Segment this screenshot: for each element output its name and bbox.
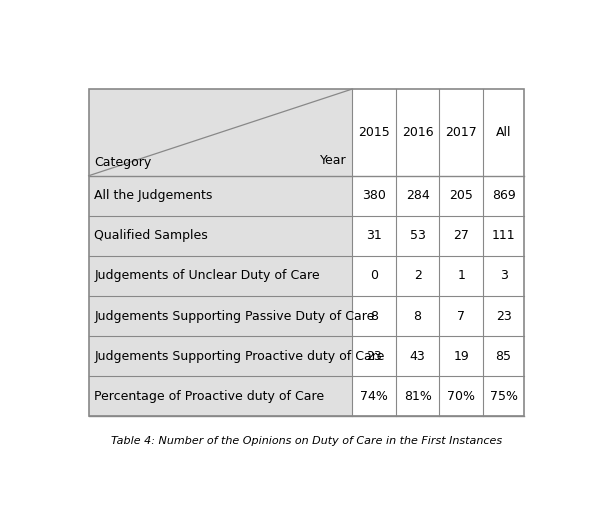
Text: 205: 205 bbox=[449, 189, 473, 202]
Text: Judgements of Unclear Duty of Care: Judgements of Unclear Duty of Care bbox=[94, 269, 320, 283]
Text: 2017: 2017 bbox=[446, 126, 477, 139]
Bar bbox=[89, 336, 352, 376]
Text: 1: 1 bbox=[457, 269, 465, 283]
Text: 53: 53 bbox=[410, 229, 426, 242]
Text: 70%: 70% bbox=[447, 390, 475, 403]
Text: 869: 869 bbox=[492, 189, 515, 202]
Bar bbox=[89, 89, 524, 416]
Text: 31: 31 bbox=[366, 229, 382, 242]
Bar bbox=[396, 296, 440, 336]
Text: 19: 19 bbox=[453, 350, 469, 362]
Bar bbox=[352, 176, 396, 216]
Text: 81%: 81% bbox=[404, 390, 432, 403]
Bar bbox=[352, 376, 396, 416]
Bar bbox=[89, 376, 352, 416]
Bar bbox=[89, 216, 352, 256]
Bar bbox=[440, 376, 483, 416]
Text: All the Judgements: All the Judgements bbox=[94, 189, 213, 202]
Text: Qualified Samples: Qualified Samples bbox=[94, 229, 208, 242]
Text: 2: 2 bbox=[414, 269, 422, 283]
Text: 8: 8 bbox=[414, 310, 422, 323]
Bar bbox=[89, 176, 352, 216]
Bar bbox=[396, 256, 440, 296]
Bar bbox=[440, 216, 483, 256]
Text: 0: 0 bbox=[370, 269, 378, 283]
Text: All: All bbox=[496, 126, 511, 139]
Text: Category: Category bbox=[94, 156, 151, 168]
Text: 2015: 2015 bbox=[358, 126, 390, 139]
Text: 7: 7 bbox=[457, 310, 465, 323]
Text: Table 4: Number of the Opinions on Duty of Care in the First Instances: Table 4: Number of the Opinions on Duty … bbox=[111, 436, 502, 446]
Bar bbox=[440, 296, 483, 336]
Bar bbox=[89, 296, 352, 336]
Text: 2016: 2016 bbox=[402, 126, 434, 139]
Bar bbox=[352, 296, 396, 336]
Bar bbox=[483, 256, 524, 296]
Text: Year: Year bbox=[320, 154, 347, 167]
Bar bbox=[483, 376, 524, 416]
Bar bbox=[440, 89, 483, 176]
Bar bbox=[352, 89, 396, 176]
Text: 74%: 74% bbox=[360, 390, 388, 403]
Text: 27: 27 bbox=[453, 229, 469, 242]
Bar bbox=[483, 296, 524, 336]
Text: 8: 8 bbox=[370, 310, 378, 323]
Bar bbox=[396, 216, 440, 256]
Text: 3: 3 bbox=[500, 269, 508, 283]
Bar bbox=[440, 176, 483, 216]
Text: 23: 23 bbox=[496, 310, 511, 323]
Bar bbox=[396, 376, 440, 416]
Bar bbox=[440, 336, 483, 376]
Bar bbox=[396, 89, 440, 176]
Text: Percentage of Proactive duty of Care: Percentage of Proactive duty of Care bbox=[94, 390, 324, 403]
Text: 75%: 75% bbox=[490, 390, 518, 403]
Text: 284: 284 bbox=[405, 189, 429, 202]
Bar bbox=[352, 256, 396, 296]
Text: 85: 85 bbox=[496, 350, 512, 362]
Bar bbox=[483, 216, 524, 256]
Text: 380: 380 bbox=[362, 189, 386, 202]
Bar bbox=[89, 89, 524, 176]
Text: 43: 43 bbox=[410, 350, 425, 362]
Text: 111: 111 bbox=[492, 229, 515, 242]
Bar bbox=[483, 176, 524, 216]
Bar bbox=[352, 336, 396, 376]
Bar bbox=[352, 216, 396, 256]
Bar bbox=[483, 89, 524, 176]
Bar bbox=[396, 336, 440, 376]
Text: 23: 23 bbox=[366, 350, 382, 362]
Bar bbox=[483, 336, 524, 376]
Bar bbox=[440, 256, 483, 296]
Bar bbox=[89, 256, 352, 296]
Bar bbox=[396, 176, 440, 216]
Text: Judgements Supporting Passive Duty of Care: Judgements Supporting Passive Duty of Ca… bbox=[94, 310, 374, 323]
Text: Judgements Supporting Proactive duty of Care: Judgements Supporting Proactive duty of … bbox=[94, 350, 385, 362]
